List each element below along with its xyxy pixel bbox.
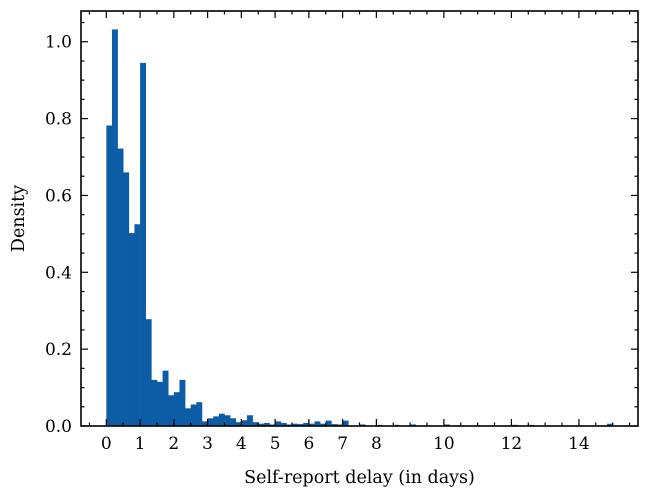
histogram-bar [230,418,237,426]
histogram-bar [128,233,135,426]
histogram-bar [201,421,208,426]
histogram-bar [145,319,152,426]
x-tick-label: 2 [168,434,179,454]
histogram-bar [291,423,298,426]
histogram-bar [173,392,180,426]
histogram-bar [258,423,265,426]
histogram-bar [607,423,613,426]
histogram-bar [179,379,186,426]
tick-labels-layer: 0 1 2 3 4 5 6 7 8 10 12 140.00.20.40.60.81.0 [45,33,590,454]
y-tick-label: 0.4 [45,263,72,283]
histogram-bar [151,379,158,426]
histogram-bar [280,422,287,426]
histogram-bar [246,415,253,426]
histogram-bar [325,420,332,426]
x-tick-label: 7 [337,434,348,454]
histogram-bar [331,424,338,426]
x-tick-label: 12 [501,434,523,454]
histogram-bar [275,421,282,426]
histogram-bar [156,381,163,426]
histogram-bar [140,62,147,426]
histogram-bar [241,420,248,426]
x-tick-label: 0 [101,434,112,454]
histogram-bar [123,172,130,426]
histogram-bar [207,418,214,426]
histogram-bar [111,29,118,426]
histogram-bar [342,420,349,426]
axes-frame [80,10,639,427]
histogram-bar [168,395,175,426]
y-tick-label: 0.8 [45,110,72,130]
y-tick-label: 0.6 [45,186,72,206]
histogram-bar [320,423,327,426]
histogram-bar [303,422,310,426]
histogram-bar [196,402,203,426]
x-tick-label: 10 [433,434,455,454]
x-tick-label: 6 [303,434,314,454]
y-tick-label: 0.2 [45,340,72,360]
histogram-bar [224,415,231,426]
y-tick-label: 0.0 [45,417,72,437]
histogram-bar [134,224,141,426]
y-axis-label: Density [9,185,29,252]
histogram-bar [117,148,124,426]
histogram-bar [252,422,259,426]
histogram-bar [308,423,315,426]
x-tick-label: 5 [270,434,281,454]
ticks-layer [81,11,638,427]
histogram-bar [185,408,192,426]
x-tick-label: 3 [202,434,213,454]
histogram-bar [314,421,321,426]
histogram-bar [263,422,270,426]
histogram-bar [218,413,225,426]
histogram-bar [190,404,197,426]
x-tick-label: 1 [135,434,146,454]
histogram-bar [235,422,242,426]
x-tick-label: 8 [371,434,382,454]
histogram-bar [162,370,169,426]
histogram-bar [106,125,113,426]
histogram-bar [213,416,220,426]
histogram-bar [297,424,304,426]
y-tick-label: 1.0 [45,33,72,53]
x-tick-label: 4 [236,434,247,454]
x-tick-label: 14 [568,434,590,454]
x-axis-label: Self-report delay (in days) [244,468,475,488]
bars-layer [106,29,613,426]
